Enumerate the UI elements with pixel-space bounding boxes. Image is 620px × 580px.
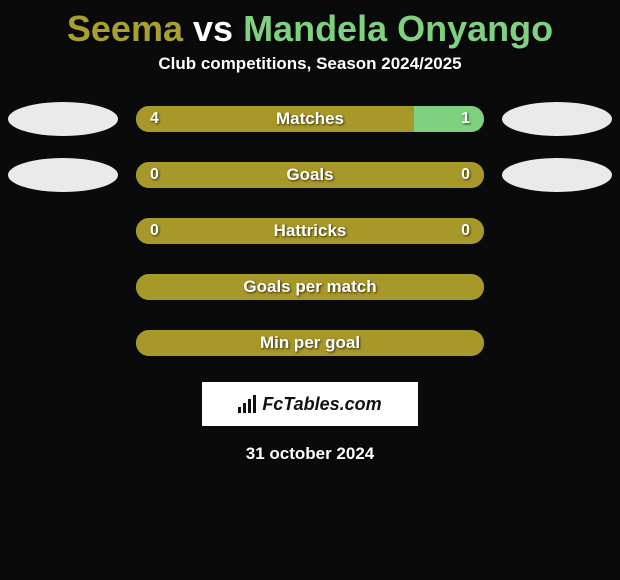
stat-rows: 41Matches 00Goals 00Hattricks Goals per mat…	[0, 102, 620, 360]
stat-row: 00Hattricks	[8, 214, 612, 248]
spacer	[8, 326, 118, 360]
stat-row: Min per goal	[8, 326, 612, 360]
stat-bar: 41Matches	[136, 106, 484, 132]
avatar-placeholder-left	[8, 102, 118, 136]
spacer	[8, 270, 118, 304]
avatar-placeholder-right	[502, 158, 612, 192]
stat-bar: Goals per match	[136, 274, 484, 300]
stat-row: 00Goals	[0, 158, 620, 192]
bar-fill-right	[310, 162, 484, 188]
stat-row: 41Matches	[14, 102, 606, 136]
avatar-placeholder-right	[502, 102, 612, 136]
title-player2: Mandela Onyango	[243, 8, 553, 49]
spacer	[502, 270, 612, 304]
stat-row: Goals per match	[8, 270, 612, 304]
date-label: 31 october 2024	[0, 444, 620, 464]
title-player1: Seema	[67, 8, 183, 49]
bar-fill-left	[136, 330, 310, 356]
bar-fill-right	[310, 274, 484, 300]
bar-fill-left	[136, 162, 310, 188]
bar-fill-left	[136, 274, 310, 300]
stat-bar: 00Goals	[136, 162, 484, 188]
page-title: Seema vs Mandela Onyango	[0, 0, 620, 54]
spacer	[8, 214, 118, 248]
bar-fill-right	[310, 330, 484, 356]
bar-fill-left	[136, 218, 310, 244]
spacer	[502, 326, 612, 360]
avatar-placeholder-left	[8, 158, 118, 192]
logo-text: FcTables.com	[262, 394, 381, 415]
stat-bar: Min per goal	[136, 330, 484, 356]
bar-fill-right	[414, 106, 484, 132]
bar-fill-left	[136, 106, 414, 132]
subtitle: Club competitions, Season 2024/2025	[0, 54, 620, 102]
barchart-icon	[238, 395, 256, 413]
stat-bar: 00Hattricks	[136, 218, 484, 244]
spacer	[502, 214, 612, 248]
title-vs: vs	[193, 8, 233, 49]
logo-box: FcTables.com	[202, 382, 418, 426]
bar-fill-right	[310, 218, 484, 244]
